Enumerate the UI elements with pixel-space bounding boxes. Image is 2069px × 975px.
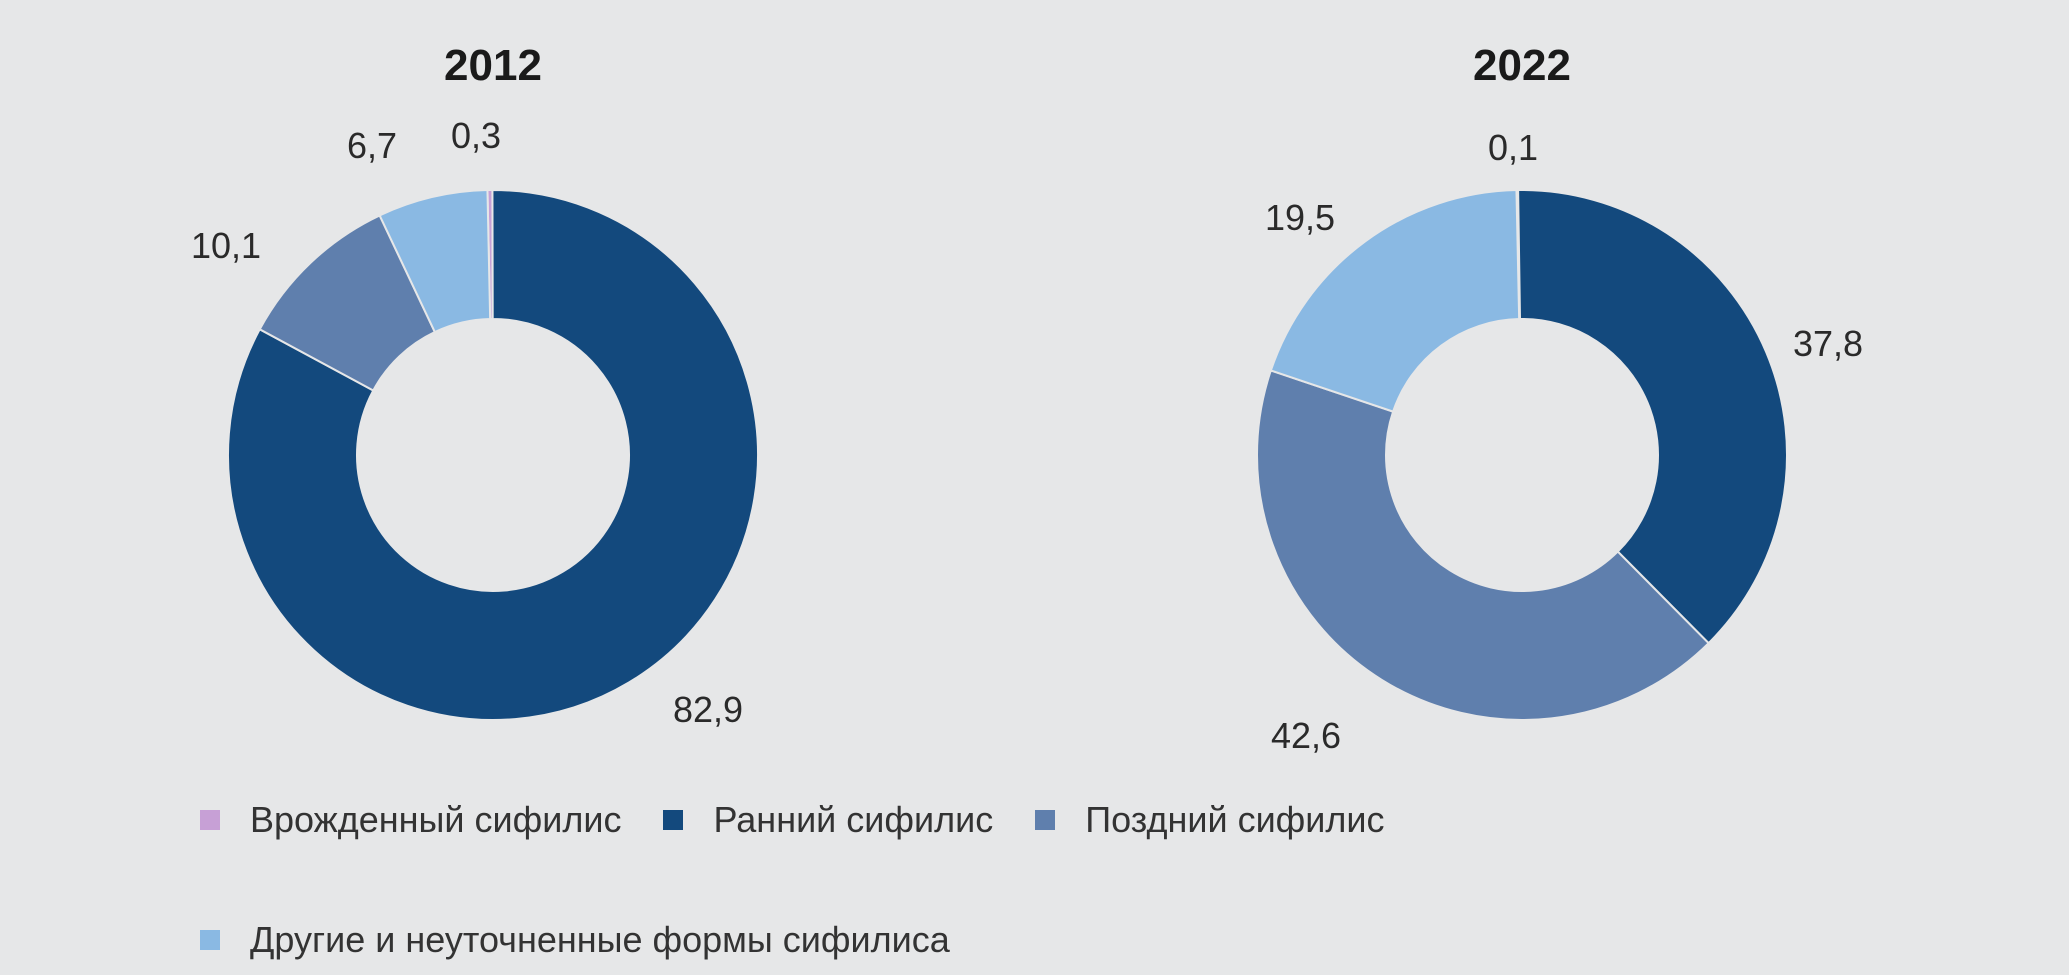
- legend-label-other: Другие и неуточненные формы сифилиса: [250, 919, 950, 960]
- legend-swatch-late: [1035, 810, 1056, 830]
- slice-other: [378, 189, 492, 334]
- data-label-late: 10,1: [191, 225, 261, 266]
- data-label-early: 82,9: [673, 689, 743, 730]
- legend-item-other: Другие и неуточненные формы сифилиса: [200, 919, 950, 960]
- legend-swatch-early: [663, 810, 684, 830]
- legend-swatch-congenital: [200, 810, 220, 830]
- donut-chart-2022: 2022 0,1 37,8 42,6 19,5: [1256, 41, 1863, 756]
- legend-item-early: Ранний сифилис: [663, 799, 994, 840]
- legend-label-late: Поздний сифилис: [1085, 799, 1385, 840]
- legend-item-congenital: Врожденный сифилис: [200, 799, 622, 840]
- donut-chart-2012: 2012 0,3 82,9 10,1 6,7: [191, 41, 759, 730]
- slice-early: [1517, 189, 1788, 645]
- legend-label-congenital: Врожденный сифилис: [250, 799, 622, 840]
- legend-item-late: Поздний сифилис: [1035, 799, 1385, 840]
- chart-title: 2022: [1473, 41, 1571, 90]
- slice-other: [1269, 189, 1521, 413]
- slice-late: [1256, 369, 1711, 721]
- data-label-congenital: 0,1: [1488, 127, 1538, 168]
- legend: Врожденный сифилис Ранний сифилис Поздни…: [200, 799, 1700, 960]
- data-label-other: 6,7: [347, 125, 397, 166]
- data-label-late: 42,6: [1271, 715, 1341, 756]
- data-label-other: 19,5: [1265, 197, 1335, 238]
- legend-swatch-other: [200, 930, 220, 950]
- chart-title: 2012: [444, 41, 542, 90]
- data-label-congenital: 0,3: [451, 115, 501, 156]
- legend-label-early: Ранний сифилис: [713, 799, 994, 840]
- slice-early: [227, 189, 759, 721]
- data-label-early: 37,8: [1793, 323, 1863, 364]
